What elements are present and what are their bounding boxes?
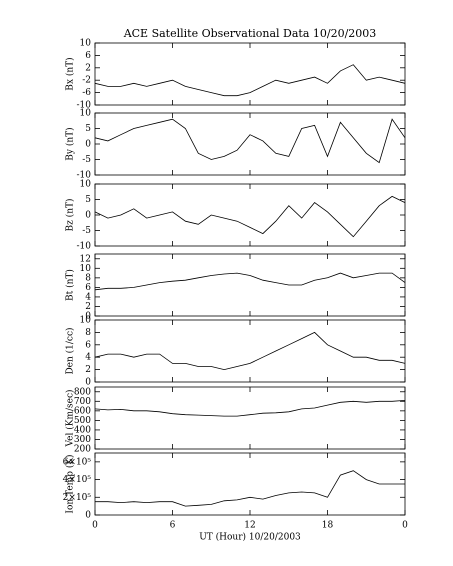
y-tick-label: 600 (74, 406, 91, 416)
y-tick-label: 10 (80, 180, 92, 190)
y-tick-label: 400 (74, 425, 91, 435)
y-axis-label: Ion Temp (K) (65, 454, 76, 513)
panel-frame (94, 253, 406, 317)
y-tick-label: 5 (85, 124, 91, 134)
x-tick-label: 6 (170, 521, 176, 531)
y-tick-label: 800 (74, 387, 91, 397)
y-tick-label: 6 (85, 283, 91, 293)
y-tick-label: 2 (85, 63, 91, 73)
y-tick-label: 2 (85, 365, 91, 375)
data-line (95, 470, 405, 507)
y-tick-label: 6 (85, 51, 91, 61)
y-tick-label: 10 (80, 109, 92, 119)
panel-frame (94, 452, 406, 516)
y-tick-label: 700 (74, 397, 91, 407)
y-tick-label: 10 (80, 316, 92, 326)
y-tick-label: 2 (85, 302, 91, 312)
x-tick-label: 18 (322, 521, 334, 531)
y-tick-label: 0 (85, 211, 91, 221)
y-axis-label: Den (1/cc) (65, 327, 76, 374)
y-tick-label: -2 (82, 76, 91, 86)
data-line (94, 118, 406, 164)
y-tick-label: -10 (77, 242, 92, 252)
y-tick-label: 500 (74, 416, 91, 426)
y-tick-label: 0 (85, 140, 91, 150)
y-axis-label: By (nT) (65, 127, 76, 160)
chart-title: ACE Satellite Observational Data 10/20/2… (123, 27, 377, 40)
y-tick-label: -10 (77, 101, 92, 111)
y-tick-label: -10 (77, 171, 92, 181)
y-tick-label: -6 (82, 88, 91, 98)
y-tick-label: 0 (85, 378, 91, 388)
x-tick-label: 0 (92, 521, 98, 531)
data-line (94, 272, 406, 291)
x-tick-label: 12 (244, 521, 255, 531)
y-axis-label: Bz (nT) (65, 198, 76, 231)
data-line (94, 195, 406, 238)
y-tick-label: 10 (80, 39, 92, 49)
y-tick-label: 4 (85, 353, 91, 363)
y-tick-label: 5 (85, 195, 91, 205)
panel-frame (94, 42, 406, 106)
x-tick-label: 0 (402, 521, 408, 531)
y-tick-label: -5 (82, 155, 91, 165)
y-tick-label: 6 (85, 340, 91, 350)
y-axis-label: Bt (nT) (65, 269, 76, 301)
panel-frame (94, 319, 406, 383)
x-axis-label: UT (Hour) 10/20/2003 (199, 532, 301, 543)
y-axis-label: Vel (Km/sec) (65, 389, 76, 447)
y-tick-label: 8 (85, 328, 91, 338)
y-tick-label: 2×10⁵ (63, 493, 92, 503)
y-tick-label: 4×10⁵ (63, 475, 92, 485)
data-line (94, 64, 406, 97)
y-tick-label: 300 (74, 435, 91, 445)
y-tick-label: 0 (85, 312, 91, 322)
data-line (94, 331, 406, 371)
panel-frame (94, 386, 406, 450)
y-tick-label: 12 (80, 254, 91, 264)
y-tick-label: 0 (85, 511, 91, 521)
y-tick-label: 6×10⁵ (63, 457, 92, 467)
y-tick-label: -5 (82, 226, 91, 236)
panel-frame (94, 183, 406, 247)
y-tick-label: 4 (85, 292, 91, 302)
y-tick-label: 200 (74, 445, 91, 455)
data-line (94, 400, 406, 417)
y-tick-label: 8 (85, 273, 91, 283)
y-tick-label: 10 (80, 264, 92, 274)
y-axis-label: Bx (nT) (65, 57, 76, 90)
